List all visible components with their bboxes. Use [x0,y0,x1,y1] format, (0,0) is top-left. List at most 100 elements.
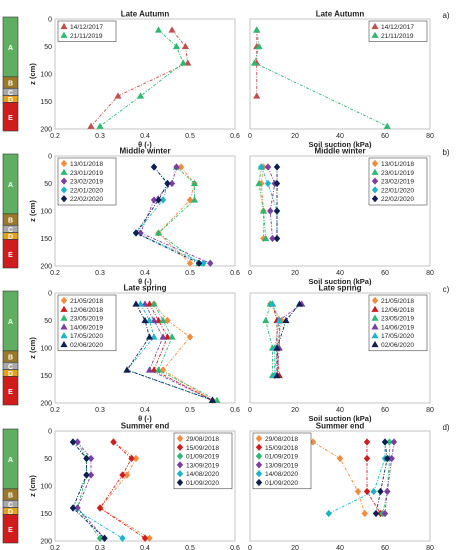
legend-entry: 21/05/2018 [381,298,414,305]
data-point [132,454,140,463]
legend-marker [60,159,68,168]
data-point [145,300,154,307]
plot-frame [249,155,431,267]
legend-entry: 21/11/2019 [70,33,103,40]
data-point [363,487,371,496]
legend-marker [60,195,68,203]
data-point [145,316,154,324]
y-tick-label: 200 [40,264,52,271]
data-point [190,196,199,203]
legend-entry: 21/11/2019 [381,33,414,40]
legend-marker [176,478,184,487]
x-tick-label: 40 [336,407,344,414]
y-tick-label: 50 [44,318,52,325]
data-point [325,509,332,518]
legend-marker [255,461,263,469]
data-point [150,316,158,324]
series-line [99,441,146,539]
legend-marker [371,305,379,312]
x-tick-label: 0.2 [50,270,60,277]
y-tick-label: 100 [40,346,52,353]
data-point [195,259,203,267]
data-point [384,454,391,463]
x-tick-label: 20 [291,133,299,140]
legend-marker [371,296,379,305]
data-point [150,300,158,307]
legend-marker [255,443,263,451]
x-tick-label: 20 [291,270,299,277]
legend-box [57,157,117,206]
data-point [159,196,167,204]
legend-box [368,157,428,206]
data-point [96,504,104,512]
plot-frame [249,430,431,542]
x-tick-label: 0.5 [185,407,195,414]
legend-marker [60,323,68,330]
data-point [173,163,180,171]
data-point [255,179,263,187]
legend-entry: 14/08/2020 [265,471,298,478]
data-point [186,333,194,341]
soil-layer-label: C [8,364,13,371]
data-point [136,92,145,99]
data-point [179,59,187,66]
x-tick-label: 40 [336,133,344,140]
data-point [141,300,149,307]
data-point [363,438,371,446]
series-line [126,303,213,401]
chart-title: Late Autumn [121,10,170,19]
data-point [273,344,281,351]
legend-box [173,432,233,490]
legend-entry: 23/01/2019 [381,170,414,177]
chart-title: Middle winter [119,147,170,156]
data-point [172,42,181,50]
x-axis-label: Soil suction (kPa) [309,414,372,423]
x-axis-label: Soil suction (kPa) [309,277,372,286]
chart-title: Late spring [318,284,361,293]
data-point [354,487,362,496]
series-line [272,303,280,376]
data-point [273,179,281,188]
data-point [390,438,398,446]
legend-entry: 29/08/2018 [265,436,298,443]
x-tick-label: 0.5 [185,133,195,140]
legend-entry: 22/02/2020 [70,196,103,203]
soil-layer-label: D [8,371,13,378]
series-line [77,441,101,539]
legend-entry: 23/02/2019 [381,179,414,186]
legend-marker [176,434,184,443]
data-point [155,196,162,204]
x-tick-label: 80 [426,270,434,277]
soil-layer-label: B [8,81,13,88]
soil-layer-label: E [8,527,13,534]
y-tick-label: 50 [44,44,52,51]
soil-layer-e [2,376,19,406]
data-point [282,316,290,324]
chart-title: Summer end [121,422,170,431]
y-axis-label: z (cm) [28,63,37,85]
legend-entry: 22/01/2020 [70,187,103,194]
soil-layer-label: B [8,493,13,500]
x-tick-label: 40 [336,545,344,550]
data-point [275,316,283,324]
y-tick-label: 150 [40,373,52,380]
x-tick-label: 0.3 [95,270,105,277]
legend-marker [176,461,184,469]
soil-layer-label: E [8,389,13,396]
series-line [126,303,213,401]
legend-marker [60,177,68,185]
data-point [83,454,90,463]
legend-marker [371,195,379,203]
data-point [141,316,149,324]
legend-entry: 22/01/2020 [381,187,414,194]
soil-layer-label: C [8,227,13,234]
legend-marker [371,31,379,38]
soil-layer-e [2,239,19,269]
y-tick-label: 150 [40,99,52,106]
data-point [96,122,104,129]
legend-marker [60,340,68,348]
x-tick-label: 80 [426,133,434,140]
series-line [99,29,184,127]
x-tick-label: 20 [291,545,299,550]
legend-box [57,294,117,352]
